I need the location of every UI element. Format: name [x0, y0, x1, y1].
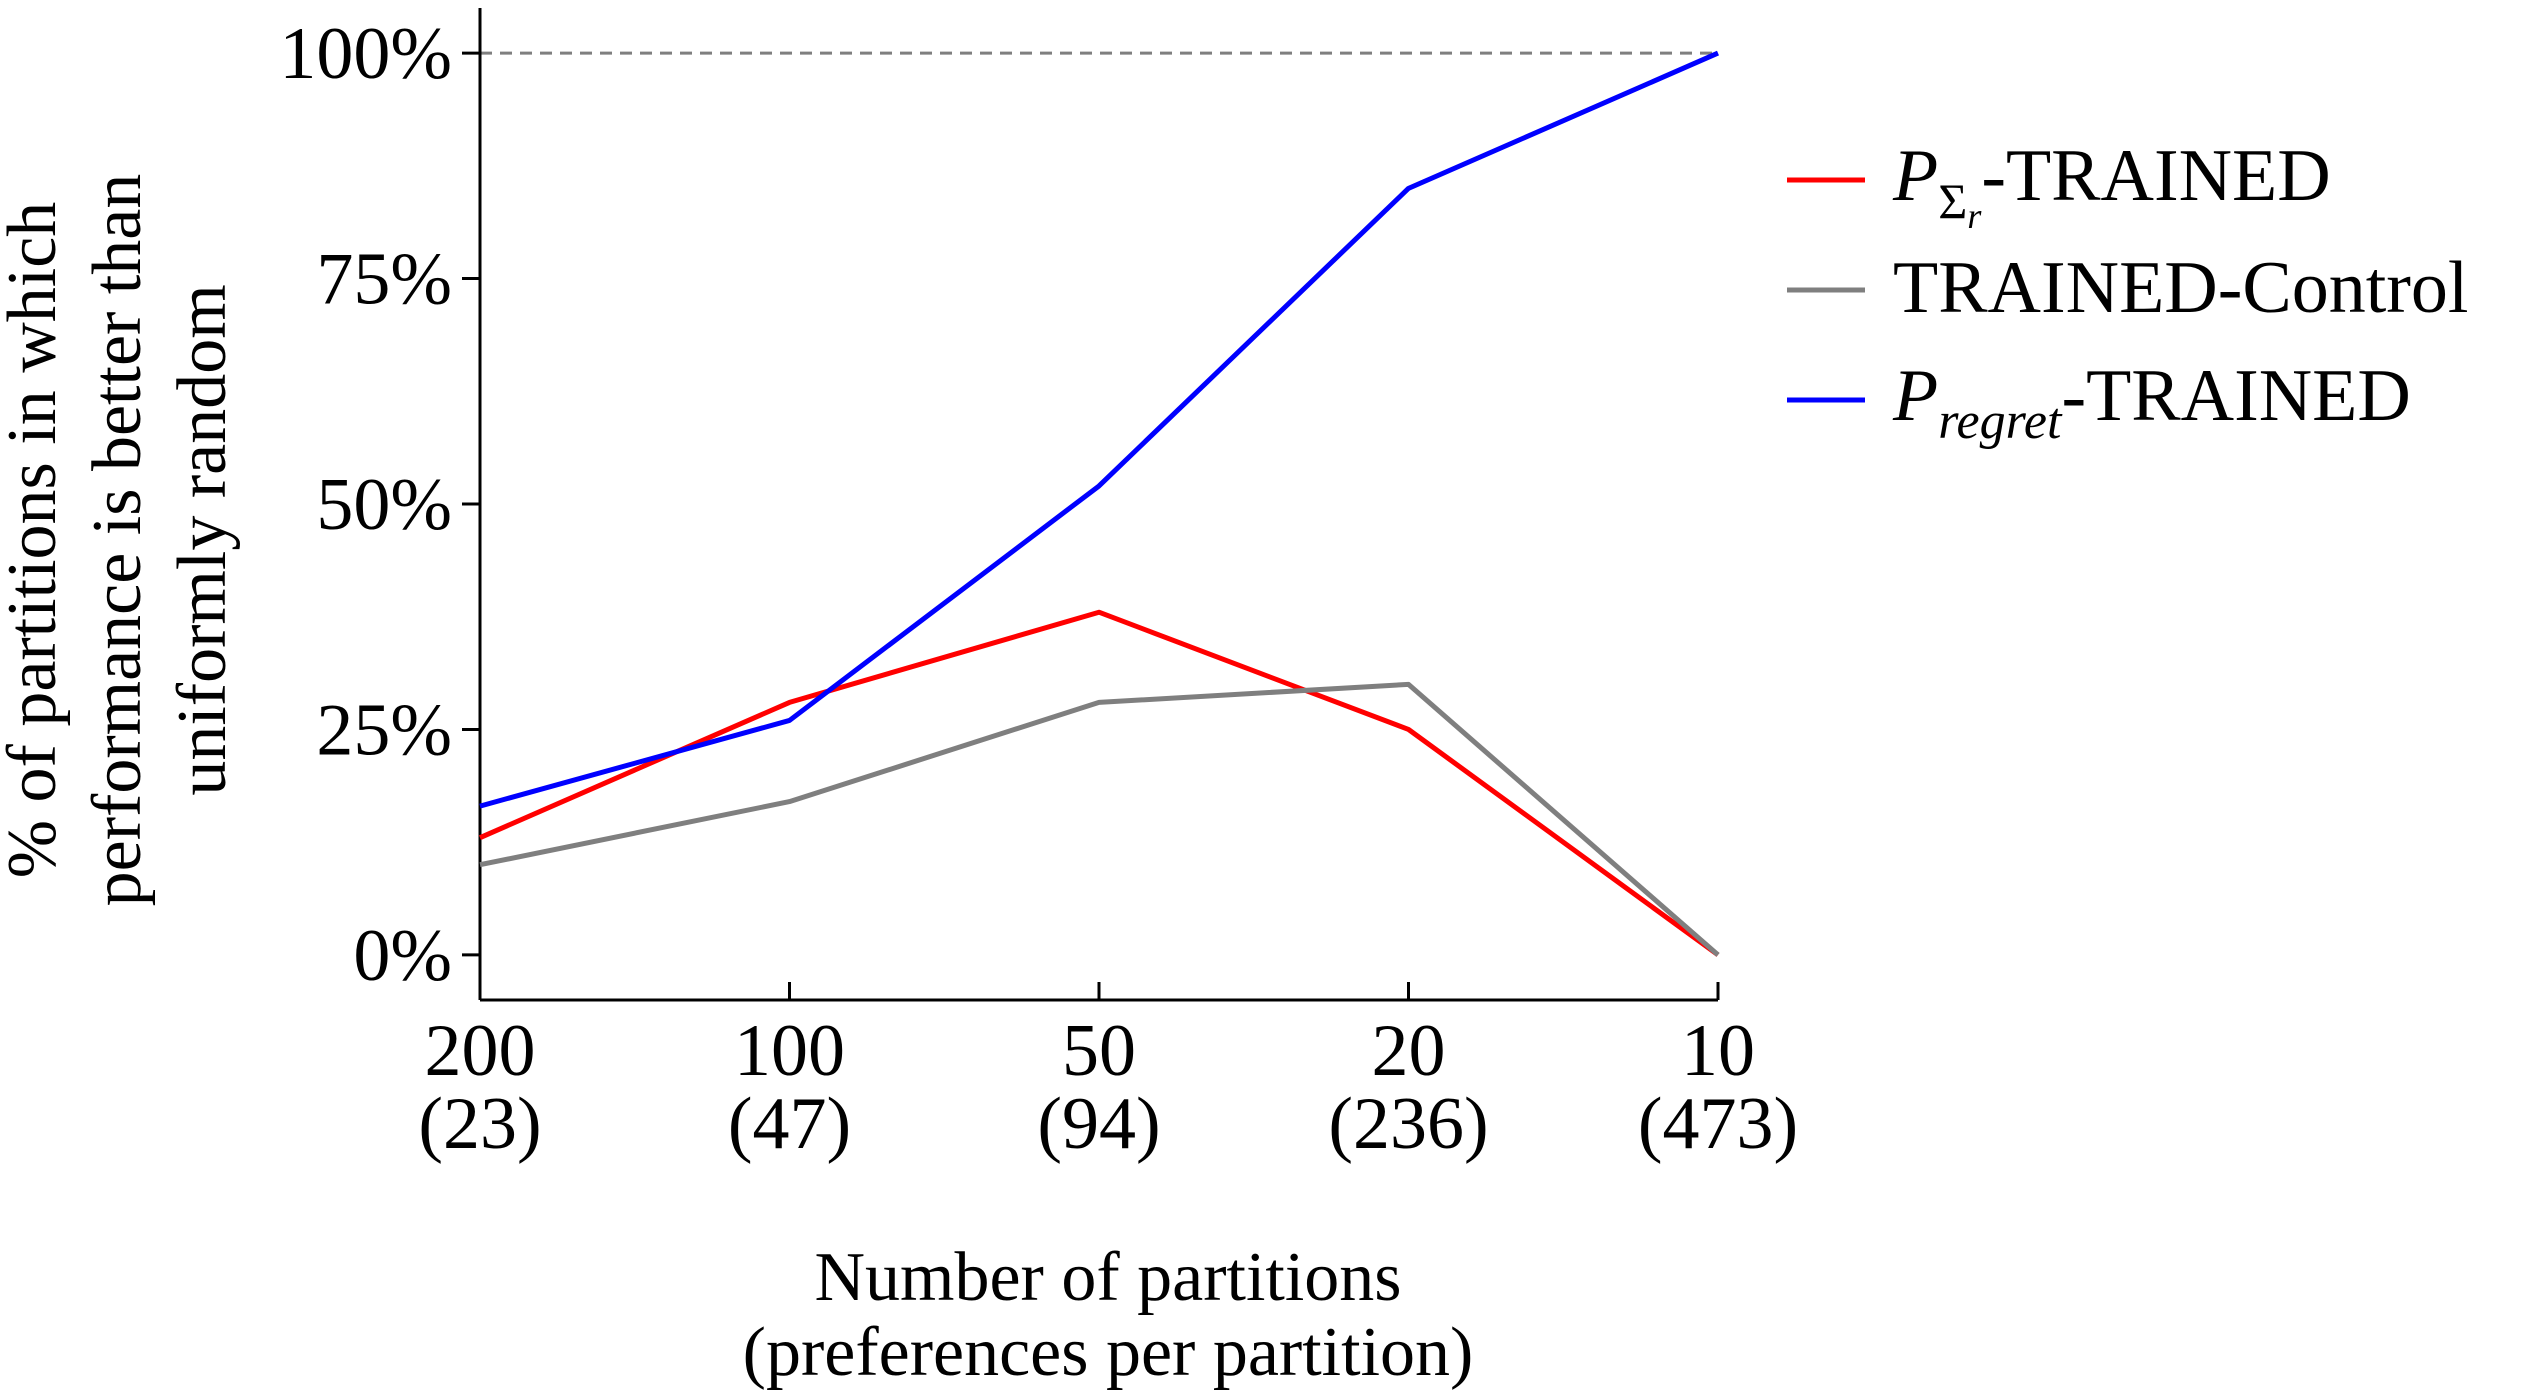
x-tick-label: 20	[1372, 1010, 1446, 1092]
x-tick-sublabel: (236)	[1328, 1083, 1488, 1165]
y-axis-title: % of partitions in which performance is …	[0, 174, 241, 907]
x-tick-label: 100	[734, 1010, 845, 1092]
y-tick-label: 0%	[353, 915, 452, 997]
x-tick-sublabel: (473)	[1638, 1083, 1798, 1165]
x-tick-label: 200	[425, 1010, 536, 1092]
x-tick-label: 10	[1681, 1010, 1755, 1092]
legend: PΣr-TRAINED TRAINED-Control Pregret-TRAI…	[1787, 135, 2469, 450]
x-axis-title-line-1: Number of partitions	[814, 1239, 1401, 1316]
tick-labels: 0% 25% 50% 75% 100% 200(23) 100(47) 50(94) 20(23…	[279, 13, 1798, 1165]
y-axis-title-line-2: performance is better than	[79, 174, 156, 907]
series-line-1	[478, 609, 1720, 957]
y-tick-label: 25%	[316, 689, 452, 771]
series-line-3	[479, 50, 1720, 809]
x-tick-sublabel: (94)	[1037, 1083, 1160, 1165]
series-layer	[478, 50, 1720, 957]
legend-label-trained-control: TRAINED-Control	[1893, 247, 2469, 329]
x-axis-title: Number of partitions (preferences per pa…	[743, 1239, 1474, 1391]
y-tick-label: 75%	[316, 239, 452, 321]
legend-label-psigma: PΣr-TRAINED	[1892, 135, 2331, 236]
x-tick-label: 50	[1062, 1010, 1136, 1092]
y-axis-title-line-3: uniformly random	[164, 284, 241, 795]
x-axis-title-line-2: (preferences per partition)	[743, 1314, 1474, 1391]
legend-label-pregret: Pregret-TRAINED	[1892, 355, 2411, 450]
x-tick-sublabel: (23)	[418, 1083, 541, 1165]
axes	[462, 8, 1720, 1002]
x-tick-sublabel: (47)	[728, 1083, 851, 1165]
y-tick-label: 100%	[279, 13, 452, 95]
y-axis-title-line-1: % of partitions in which	[0, 202, 71, 879]
y-tick-label: 50%	[316, 464, 452, 546]
